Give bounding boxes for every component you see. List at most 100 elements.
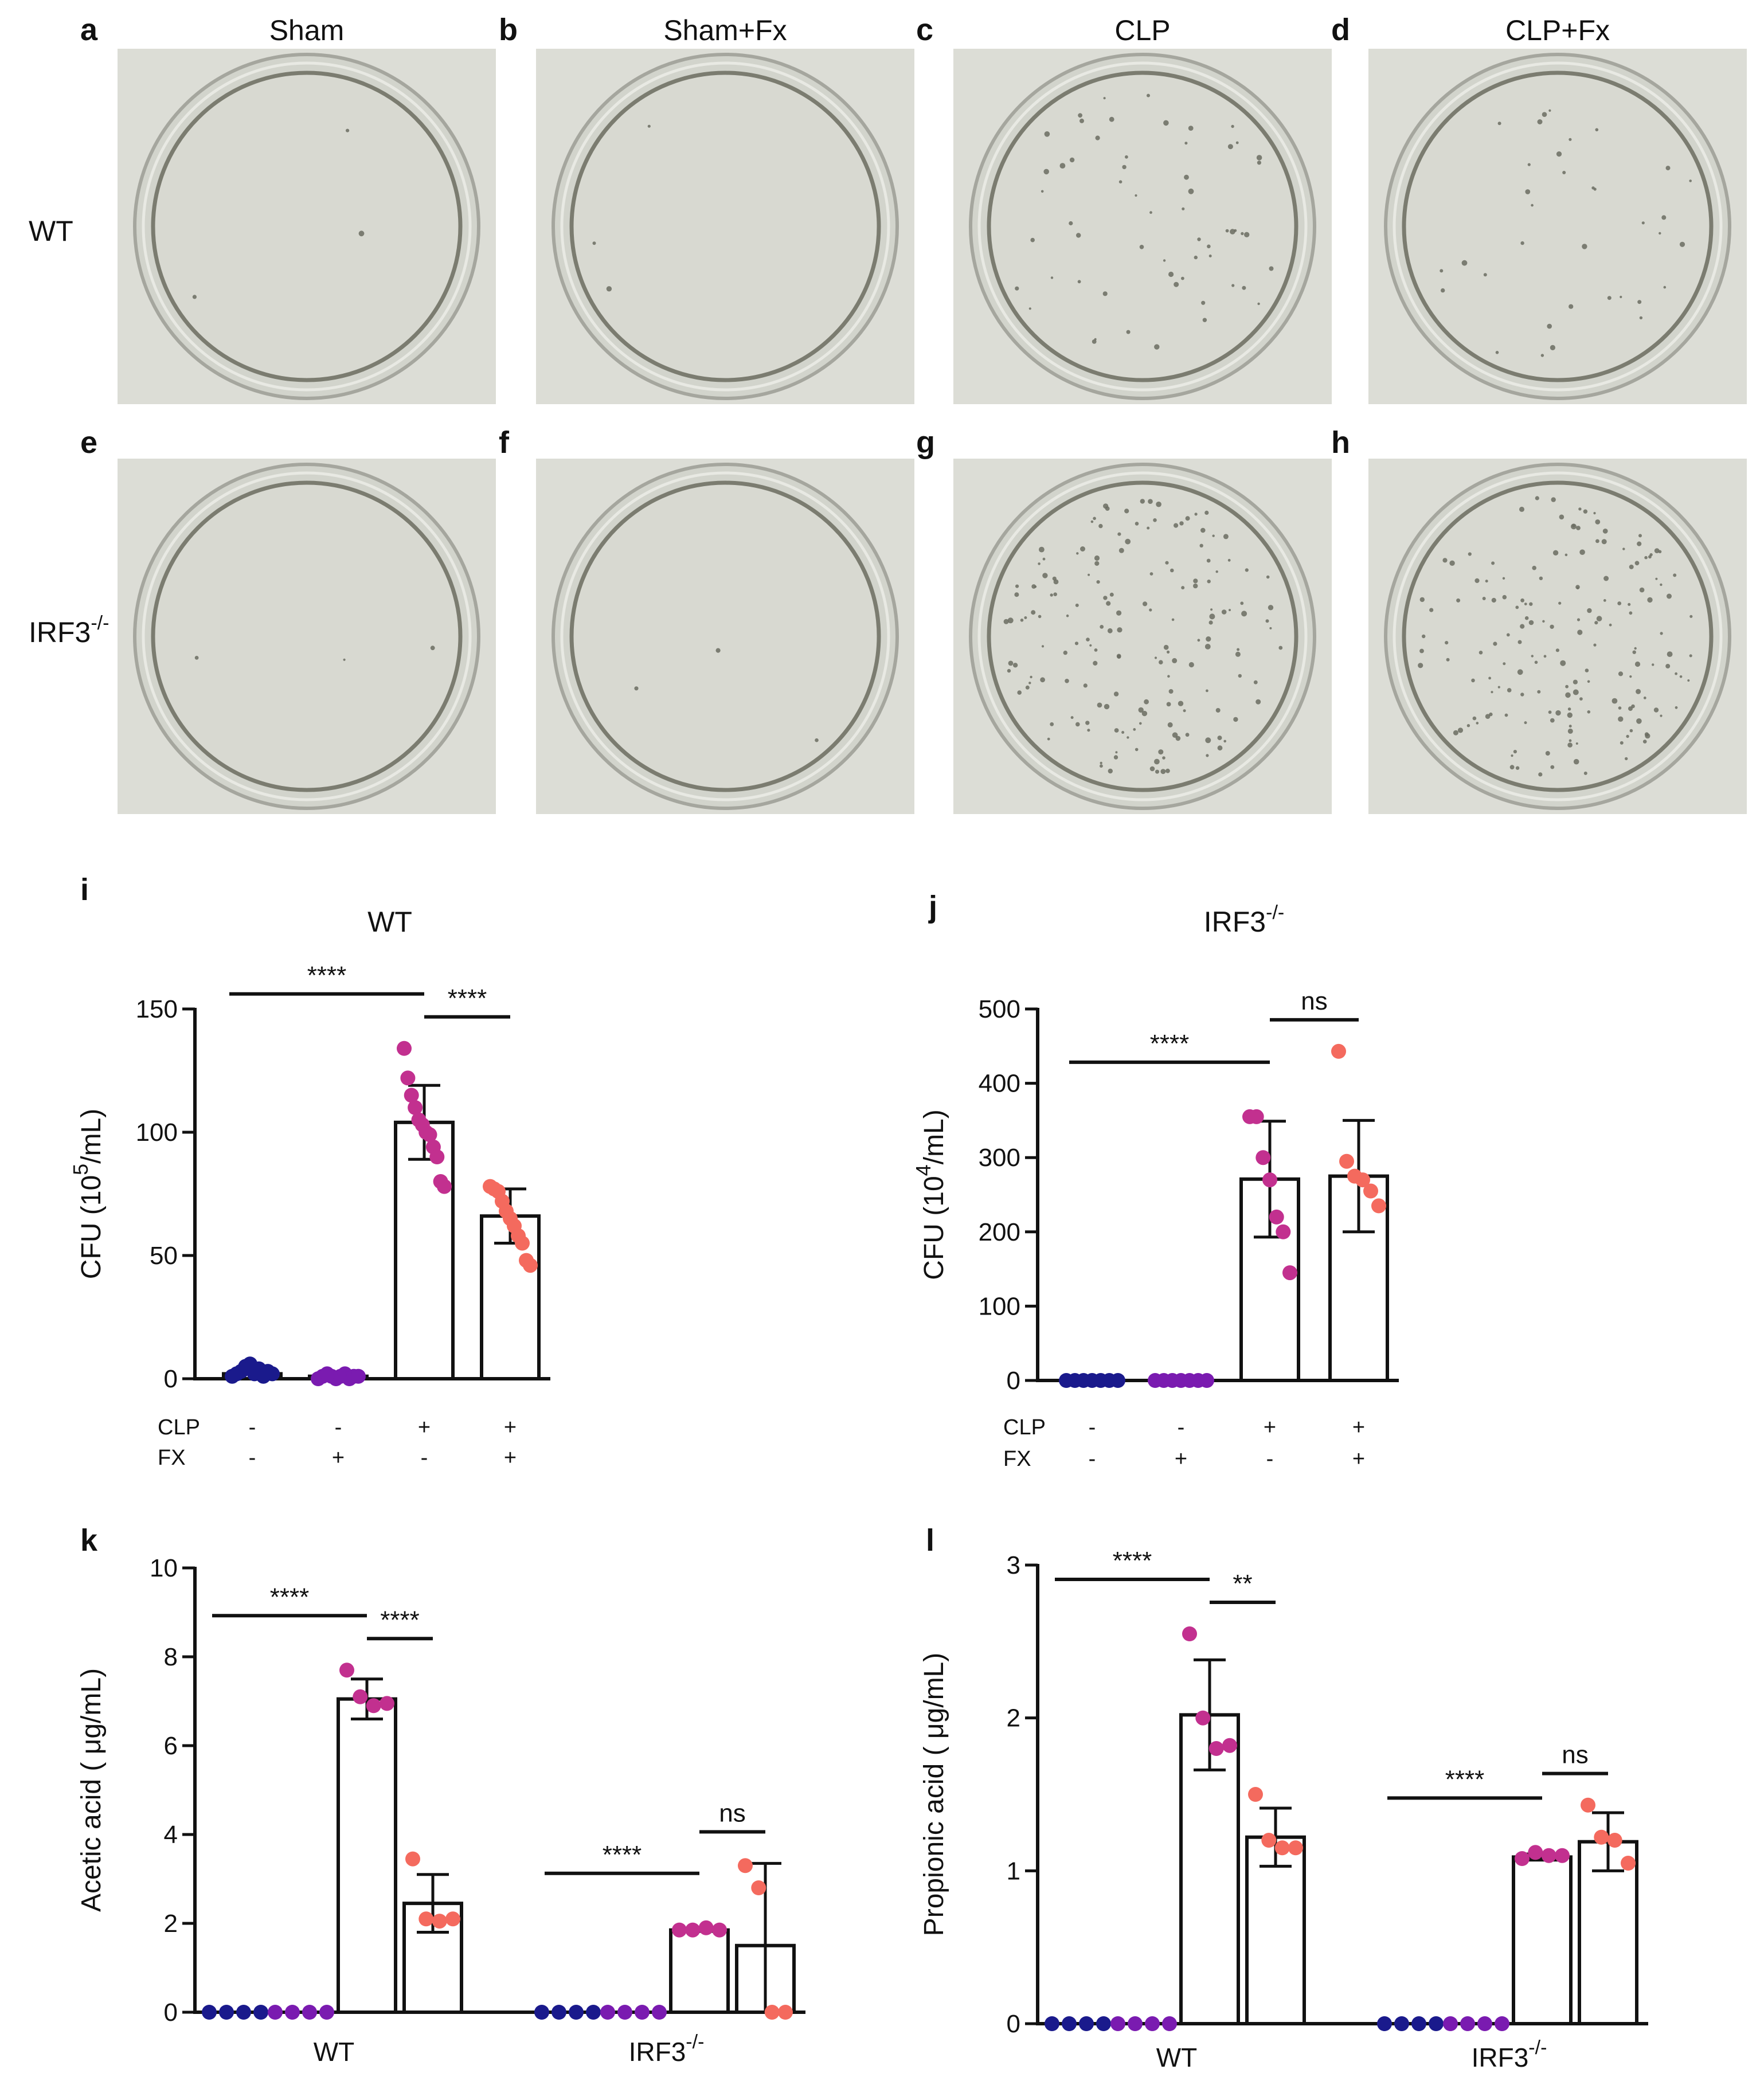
colony [1231, 284, 1235, 287]
colony [1457, 727, 1464, 733]
colony [1637, 541, 1642, 546]
colony [1472, 716, 1477, 721]
colony [1028, 682, 1031, 684]
panel-letter: a [80, 13, 98, 47]
colony [1139, 245, 1144, 249]
y-tick-label: 50 [150, 1242, 178, 1270]
plate-photo-grid: Sham a e Sham+Fx b f CLP c g CLP+Fx d h WT IRF3-/- [29, 13, 1747, 814]
colony [1041, 645, 1045, 648]
condition-value: - [249, 1415, 256, 1440]
colony [1245, 568, 1249, 572]
colony [1038, 562, 1041, 565]
colony [194, 656, 199, 660]
colony [1491, 597, 1496, 603]
colony [1639, 587, 1645, 593]
colony [1126, 330, 1131, 334]
colony [1135, 194, 1137, 197]
y-tick-label: 0 [164, 1998, 178, 2027]
y-tick-label: 300 [979, 1144, 1020, 1172]
colony [1193, 578, 1198, 584]
colony [1660, 632, 1663, 635]
colony [1085, 721, 1090, 725]
colony [1031, 610, 1036, 615]
data-point [1182, 1626, 1197, 1641]
colony [1679, 675, 1683, 678]
significance-label: **** [307, 961, 347, 989]
colony [1215, 570, 1218, 573]
colony [1503, 662, 1506, 666]
colony [1585, 668, 1589, 672]
data-point [1555, 1848, 1570, 1863]
colony [1075, 603, 1079, 607]
significance-label: **** [603, 1841, 642, 1869]
colony [1083, 683, 1088, 688]
colony [1524, 721, 1527, 725]
chart-title: IRF3-/- [1204, 902, 1284, 938]
data-point [1282, 1265, 1297, 1281]
colony [1235, 651, 1241, 657]
panel-letter: c [916, 13, 933, 47]
data-point [1460, 2016, 1475, 2031]
colony [1047, 737, 1050, 741]
panel-letter: k [80, 1523, 98, 1558]
colony [1419, 597, 1425, 603]
data-point [586, 2005, 601, 2020]
bar [394, 1120, 455, 1381]
colony [1445, 641, 1449, 645]
colony [1163, 120, 1169, 126]
colony [1603, 599, 1606, 602]
colony [1519, 506, 1524, 512]
colony [1070, 716, 1074, 719]
colony [1208, 620, 1213, 625]
y-axis-label-tail: /mL) [919, 1109, 949, 1164]
colony [1540, 354, 1544, 357]
data-point [1331, 1043, 1346, 1059]
y-tick-label: 0 [164, 1365, 178, 1393]
panel-letter: h [1331, 425, 1350, 460]
colony [1003, 619, 1009, 624]
colony [1178, 701, 1184, 706]
chart-panel-k: k 0 2 4 6 8 10 Acetic acid ( μg/mL) **** **** ****… [76, 1523, 805, 2067]
data-point [236, 2005, 251, 2020]
colony [1609, 623, 1612, 627]
condition-value: + [418, 1415, 431, 1440]
data-point [635, 2005, 650, 2020]
significance-label: **** [448, 984, 487, 1012]
colony [1121, 731, 1125, 734]
colony [1479, 651, 1483, 655]
colony [1655, 577, 1658, 580]
colony [1206, 689, 1208, 693]
colony [1625, 757, 1628, 761]
colony [1127, 736, 1129, 739]
colony [1653, 707, 1659, 713]
data-point [432, 1914, 447, 1929]
colony [1577, 629, 1583, 635]
colony [1188, 662, 1194, 668]
colony [1028, 307, 1031, 310]
y-axis-label-tail: /mL) [76, 1109, 107, 1164]
y-tick-label: 10 [150, 1554, 178, 1582]
y-axis-label-sup: 4 [912, 1164, 935, 1176]
panel-letter: d [1331, 13, 1350, 47]
chart-title-main: WT [367, 906, 412, 938]
colony [1212, 534, 1215, 537]
colony [1618, 716, 1624, 722]
colony [1092, 339, 1097, 344]
colony [1087, 729, 1090, 732]
data-point [353, 1689, 368, 1704]
colony [1595, 128, 1599, 132]
colony [1184, 174, 1189, 180]
colony [1095, 135, 1100, 140]
condition-label: CLP [158, 1415, 200, 1440]
y-axis-label: Propionic acid ( μg/mL) [919, 1653, 949, 1937]
colony [1093, 660, 1098, 666]
colony [1102, 291, 1108, 296]
colony [1636, 689, 1641, 694]
plate-rim-highlight [977, 471, 1308, 801]
colony [1476, 722, 1479, 725]
data-point [1594, 1829, 1609, 1845]
data-point [685, 1922, 701, 1938]
colony [1118, 180, 1122, 184]
data-point [339, 1663, 354, 1678]
colony [1030, 237, 1035, 242]
